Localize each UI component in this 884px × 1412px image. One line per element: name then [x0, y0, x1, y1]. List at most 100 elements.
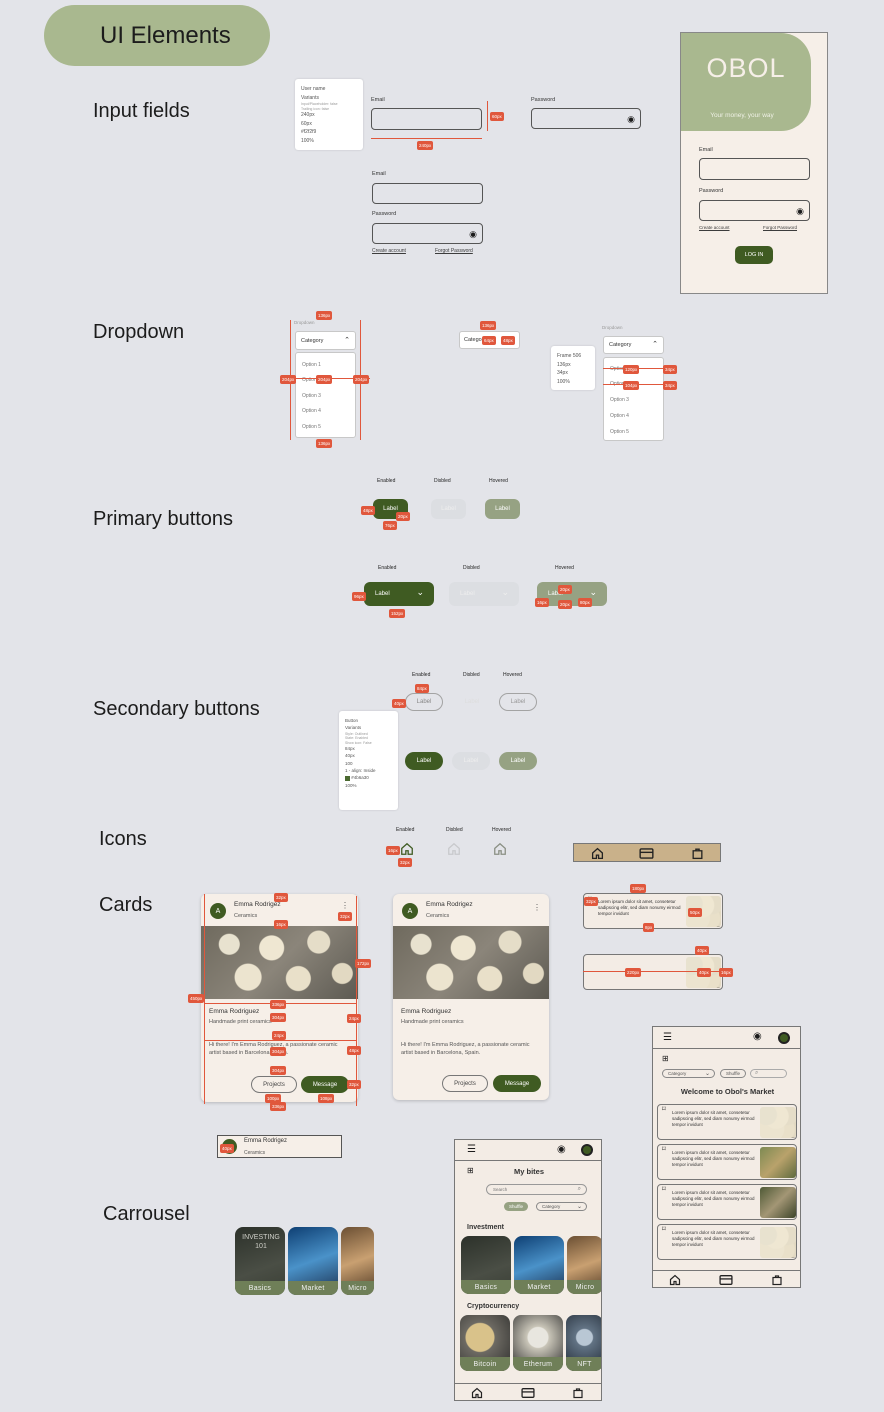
message-button[interactable]: Message: [493, 1075, 541, 1092]
card-icon[interactable]: [639, 847, 654, 860]
message-button[interactable]: Message: [301, 1076, 349, 1093]
primary-button-hovered[interactable]: Label: [485, 499, 520, 519]
home-icon[interactable]: [669, 1274, 681, 1286]
secondary-filled-disabled[interactable]: Label: [452, 752, 490, 770]
primary-dropdown-button-disabled[interactable]: Label ⌄: [449, 582, 519, 606]
secondary-filled-enabled[interactable]: Label: [405, 752, 443, 770]
projects-button[interactable]: Projects: [442, 1075, 488, 1092]
market-list-item[interactable]: ⌑ Lorem ipsum dolor sit amet, consetetur…: [657, 1224, 797, 1260]
dropdown-option[interactable]: Option 3: [610, 397, 629, 403]
page-title: UI Elements: [44, 5, 270, 66]
tile-micro[interactable]: Micro: [567, 1236, 601, 1294]
category-select[interactable]: Category ⌄: [662, 1069, 715, 1078]
home-icon[interactable]: [400, 842, 414, 856]
home-icon[interactable]: [447, 842, 461, 856]
tile-basics[interactable]: Basics: [461, 1236, 511, 1294]
add-icon[interactable]: ⊞: [662, 1054, 669, 1063]
bookmark-icon[interactable]: ⌑: [662, 1226, 666, 1233]
search-input[interactable]: ⌕: [750, 1069, 787, 1078]
email-field[interactable]: [372, 183, 483, 204]
measure-badge: 304px: [270, 1047, 287, 1056]
dropdown-option[interactable]: Option 1: [610, 366, 629, 372]
secondary-outline-enabled[interactable]: Label: [405, 693, 443, 711]
bookmark-icon[interactable]: ⌑: [662, 1186, 666, 1193]
carrousel-tile-micro[interactable]: Micro: [341, 1227, 374, 1295]
measure-badge: 32px: [338, 912, 352, 921]
bookmark-icon[interactable]: ⌑: [662, 1106, 666, 1113]
home-icon[interactable]: [471, 1387, 483, 1399]
tile-nft[interactable]: NFT: [566, 1315, 601, 1371]
secondary-filled-hovered[interactable]: Label: [499, 752, 537, 770]
dropdown-option[interactable]: Option 1: [302, 362, 321, 368]
more-vert-icon[interactable]: ⋮: [533, 903, 541, 912]
measure-badge: 450px: [188, 994, 205, 1003]
dropdown-option[interactable]: Option 2: [302, 377, 321, 383]
search-input[interactable]: Search ⌕: [486, 1184, 587, 1195]
menu-icon[interactable]: ☰: [467, 1144, 476, 1155]
create-account-link[interactable]: Create account: [372, 248, 406, 254]
menu-icon[interactable]: ☰: [663, 1032, 672, 1043]
tile-label: Etherum: [513, 1357, 563, 1371]
forgot-password-link[interactable]: Forgot Password: [763, 225, 798, 230]
profile-icon[interactable]: ◉: [753, 1031, 762, 1042]
card-subtitle: Handmade print ceramics: [401, 1019, 464, 1025]
tile-label: Basics: [235, 1281, 285, 1295]
state-label-enabled: Enabled: [396, 827, 415, 833]
shuffle-chip[interactable]: Shuffle: [720, 1069, 746, 1078]
measure-badge: 32px: [584, 897, 598, 906]
secondary-outline-hovered[interactable]: Label: [499, 693, 537, 711]
password-field[interactable]: ◉: [372, 223, 483, 244]
login-password-field[interactable]: ◉: [699, 200, 810, 221]
card-icon[interactable]: [521, 1387, 535, 1399]
home-icon[interactable]: [493, 842, 507, 856]
carrousel-tile-basics[interactable]: INVESTING 101 Basics: [235, 1227, 285, 1295]
dropdown-option[interactable]: Option 5: [610, 429, 629, 435]
avatar: A: [210, 903, 226, 919]
dropdown-option[interactable]: Option 3: [302, 393, 321, 399]
tile-bitcoin[interactable]: Bitcoin: [460, 1315, 510, 1371]
home-icon[interactable]: [591, 847, 604, 860]
dropdown-option[interactable]: Option 5: [302, 424, 321, 430]
shuffle-chip[interactable]: Shuffle: [504, 1202, 528, 1211]
phone-my-bites: ☰ ◉ ⊞ My bites Search ⌕ Shuffle Category…: [454, 1139, 602, 1401]
bag-icon[interactable]: [691, 847, 704, 860]
card-title: Emma Rodriguez: [209, 1008, 260, 1015]
email-label: Email: [372, 171, 386, 177]
dropdown-field[interactable]: Category ⌃: [603, 336, 664, 354]
dropdown-option[interactable]: Option 4: [610, 413, 629, 419]
bookmark-icon[interactable]: ⌑: [662, 1146, 666, 1153]
market-list-item[interactable]: ⌑ Lorem ipsum dolor sit amet, consetetur…: [657, 1144, 797, 1180]
dropdown-field[interactable]: Category ⌃: [295, 331, 356, 350]
thumbnail: [760, 1147, 796, 1178]
market-list-item[interactable]: ⌑ Lorem ipsum dolor sit amet, consetetur…: [657, 1104, 797, 1140]
eye-icon[interactable]: ◉: [627, 114, 635, 124]
projects-button[interactable]: Projects: [251, 1076, 297, 1093]
email-field-spec[interactable]: [371, 108, 482, 130]
profile-icon[interactable]: ◉: [557, 1144, 566, 1155]
login-email-field[interactable]: [699, 158, 810, 180]
primary-dropdown-button-enabled[interactable]: Label ⌄: [364, 582, 434, 606]
add-icon[interactable]: ⊞: [467, 1166, 474, 1175]
tile-market[interactable]: Market: [514, 1236, 564, 1294]
prop-item: 34px: [557, 370, 568, 376]
eye-icon[interactable]: ◉: [469, 229, 477, 239]
tile-etherum[interactable]: Etherum: [513, 1315, 563, 1371]
market-list-item[interactable]: ⌑ Lorem ipsum dolor sit amet, consetetur…: [657, 1184, 797, 1220]
card-icon[interactable]: [719, 1274, 733, 1286]
eye-icon[interactable]: ◉: [796, 206, 804, 216]
bag-icon[interactable]: [771, 1274, 783, 1286]
color-swatch: [345, 775, 350, 781]
more-vert-icon[interactable]: ⋮: [341, 901, 349, 910]
chevron-down-icon: ⌄: [704, 1071, 710, 1077]
primary-button-disabled[interactable]: Label: [431, 499, 466, 519]
secondary-outline-disabled[interactable]: Label: [464, 699, 480, 705]
password-field-spec[interactable]: ◉: [531, 108, 641, 129]
category-select[interactable]: Category ⌄: [536, 1202, 587, 1211]
carrousel-tile-market[interactable]: Market: [288, 1227, 338, 1295]
dropdown-option[interactable]: Option 4: [302, 408, 321, 414]
list-item-text: Lorem ipsum dolor sit amet, consetetur s…: [672, 1190, 755, 1207]
create-account-link[interactable]: Create account: [699, 225, 730, 230]
login-button[interactable]: LOG IN: [735, 246, 773, 264]
forgot-password-link[interactable]: Forgot Password: [435, 248, 473, 254]
bag-icon[interactable]: [572, 1387, 584, 1399]
